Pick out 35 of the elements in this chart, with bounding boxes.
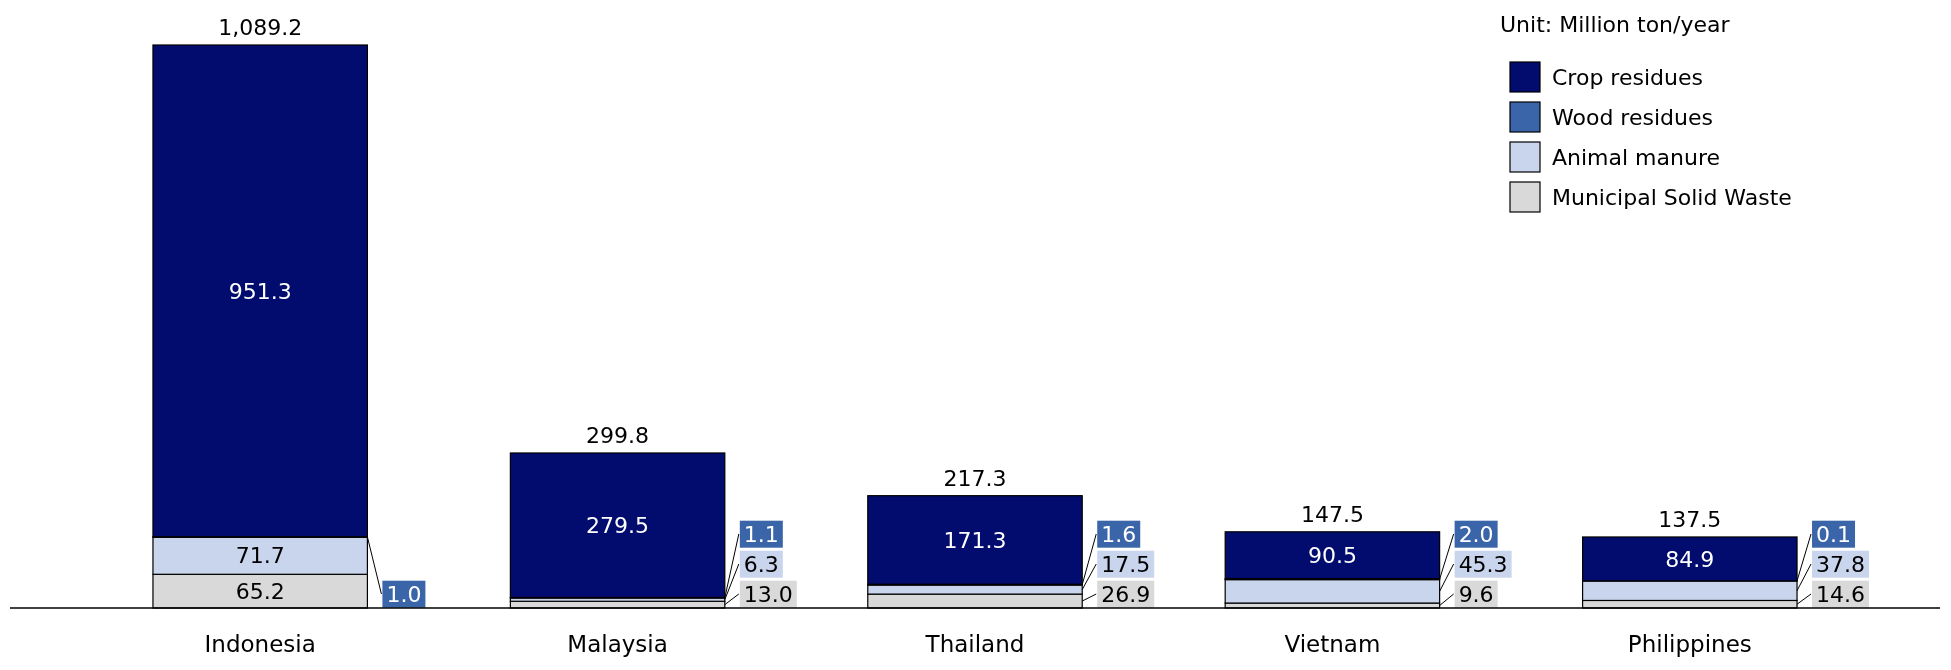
data-label: 171.3 bbox=[943, 527, 1007, 553]
data-label: 1.6 bbox=[1101, 521, 1137, 547]
x-tick-label: Indonesia bbox=[204, 631, 316, 657]
legend-label: Municipal Solid Waste bbox=[1552, 184, 1792, 210]
total-label: 147.5 bbox=[1300, 501, 1364, 527]
data-label: 90.5 bbox=[1307, 542, 1357, 568]
data-label: 65.2 bbox=[235, 578, 285, 604]
legend-label: Wood residues bbox=[1552, 104, 1713, 130]
data-label: 9.6 bbox=[1458, 581, 1494, 607]
total-label: 1,089.2 bbox=[218, 15, 303, 40]
data-label: 26.9 bbox=[1101, 581, 1151, 607]
data-label: 84.9 bbox=[1665, 546, 1715, 572]
total-label: 299.8 bbox=[586, 422, 650, 448]
text: Unit: Million ton/year bbox=[1500, 12, 1731, 37]
data-label: 951.3 bbox=[228, 278, 292, 304]
data-label: 0.1 bbox=[1816, 521, 1852, 547]
data-label: 45.3 bbox=[1458, 551, 1508, 577]
data-label: 279.5 bbox=[586, 512, 650, 538]
x-tick-label: Vietnam bbox=[1284, 631, 1381, 657]
total-label: 217.3 bbox=[943, 465, 1007, 491]
data-label: 37.8 bbox=[1816, 551, 1866, 577]
data-label: 6.3 bbox=[743, 551, 779, 577]
total-label: 137.5 bbox=[1658, 506, 1722, 532]
data-label: 13.0 bbox=[743, 581, 793, 607]
legend-label: Animal manure bbox=[1552, 144, 1721, 170]
data-label: 1.1 bbox=[743, 521, 779, 547]
data-label: 1.0 bbox=[386, 581, 422, 607]
x-tick-label: Thailand bbox=[924, 631, 1025, 657]
data-label: 2.0 bbox=[1458, 521, 1494, 547]
x-tick-label: Malaysia bbox=[567, 631, 668, 657]
data-label: 71.7 bbox=[235, 543, 285, 569]
x-tick-label: Philippines bbox=[1627, 631, 1752, 657]
data-label: 17.5 bbox=[1101, 551, 1151, 577]
legend-label: Crop residues bbox=[1552, 64, 1703, 90]
data-label: 14.6 bbox=[1816, 581, 1866, 607]
